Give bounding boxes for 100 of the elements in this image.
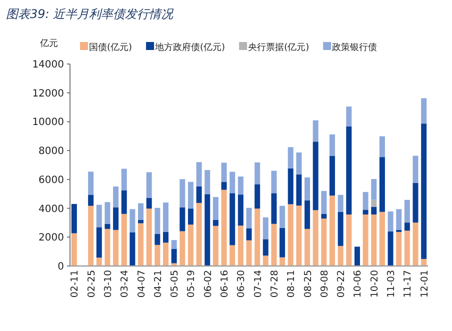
bar [238,194,244,226]
bar [321,214,327,219]
x-tick-label: 02-11 [70,270,81,298]
bar [146,198,152,209]
bar [180,179,186,208]
x-tick-label: 04-07 [136,270,148,298]
bar [421,124,427,259]
bar [254,208,260,266]
bar [238,176,244,195]
bar [362,214,368,266]
bar [254,162,260,184]
bar [121,190,127,214]
x-tick-label: 05-19 [186,270,198,298]
bar [113,186,119,208]
bar [212,197,218,220]
bar [162,242,168,266]
x-tick-label: 06-30 [236,270,248,298]
bar [288,168,294,204]
legend-label: 央行票据(亿元) [248,42,310,53]
bar [371,178,377,200]
bar [121,214,127,266]
y-tick-label: 14000 [32,60,64,70]
bar [180,231,186,266]
bar [71,233,77,266]
x-tick-label: 08-25 [302,270,314,298]
bar [371,200,377,207]
bar [288,204,294,266]
legend-label: 国债(亿元) [89,42,132,53]
bar [104,228,110,266]
bar [412,222,418,266]
bar [254,184,260,209]
x-tick-label: 06-16 [220,270,231,298]
bar [71,204,77,234]
bar [154,208,160,234]
bar [204,194,210,266]
bar [96,258,102,266]
bar [130,209,136,232]
bar [379,212,385,266]
bar [88,194,94,206]
bar [296,152,302,175]
bar [196,186,202,203]
bar [180,207,186,232]
bar [104,224,110,229]
y-tick-label: 4000 [38,204,64,215]
bar [346,106,352,126]
bar [121,168,127,190]
y-tick-label: 6000 [38,174,64,186]
bar [154,244,160,266]
x-tick-label: 02-25 [86,270,98,298]
bar [388,232,394,266]
bar [271,193,277,224]
bar [280,257,286,266]
y-tick-label: 10000 [32,117,64,128]
x-tick-label: 03-24 [120,270,131,298]
bar [88,206,94,266]
bar [421,98,427,124]
x-tick-label: 11-03 [386,270,398,298]
x-tick-label: 05-05 [170,270,181,298]
bar [271,170,277,194]
bar [362,192,368,210]
bar [246,228,252,240]
x-tick-label: 06-02 [202,270,214,298]
bar [280,228,286,258]
bar [288,147,294,168]
bar [312,142,318,210]
bar [404,230,410,266]
bar [138,223,144,266]
bar [346,214,352,266]
y-axis-title: 亿元 [39,38,58,49]
bar [96,204,102,228]
chart-title: 图表39: 近半月利率债发行情况 [6,7,174,21]
bar [146,172,152,198]
x-tick-label: 07-28 [269,270,280,298]
bar [204,170,210,194]
bar [312,210,318,266]
bar [412,156,418,183]
bar [321,218,327,266]
bar [296,174,302,206]
bar [230,172,236,194]
x-tick-label: 09-22 [336,270,348,298]
bar [388,211,394,232]
x-tick-label: 03-10 [102,270,114,298]
bar [212,226,218,266]
x-tick-label: 10-06 [352,270,364,298]
bar [230,245,236,266]
x-tick-label: 10-20 [369,270,380,298]
bar [404,222,410,231]
bar [354,246,360,266]
bar [188,182,194,209]
bar [171,240,177,249]
bar [338,212,344,246]
bar [138,220,144,224]
bar [304,228,310,266]
bar [188,224,194,266]
bar [196,162,202,186]
bar [196,202,202,266]
bar [396,209,402,230]
bar [171,248,177,264]
legend-label: 政策银行债 [332,42,378,53]
x-tick-label: 08-11 [286,270,298,298]
